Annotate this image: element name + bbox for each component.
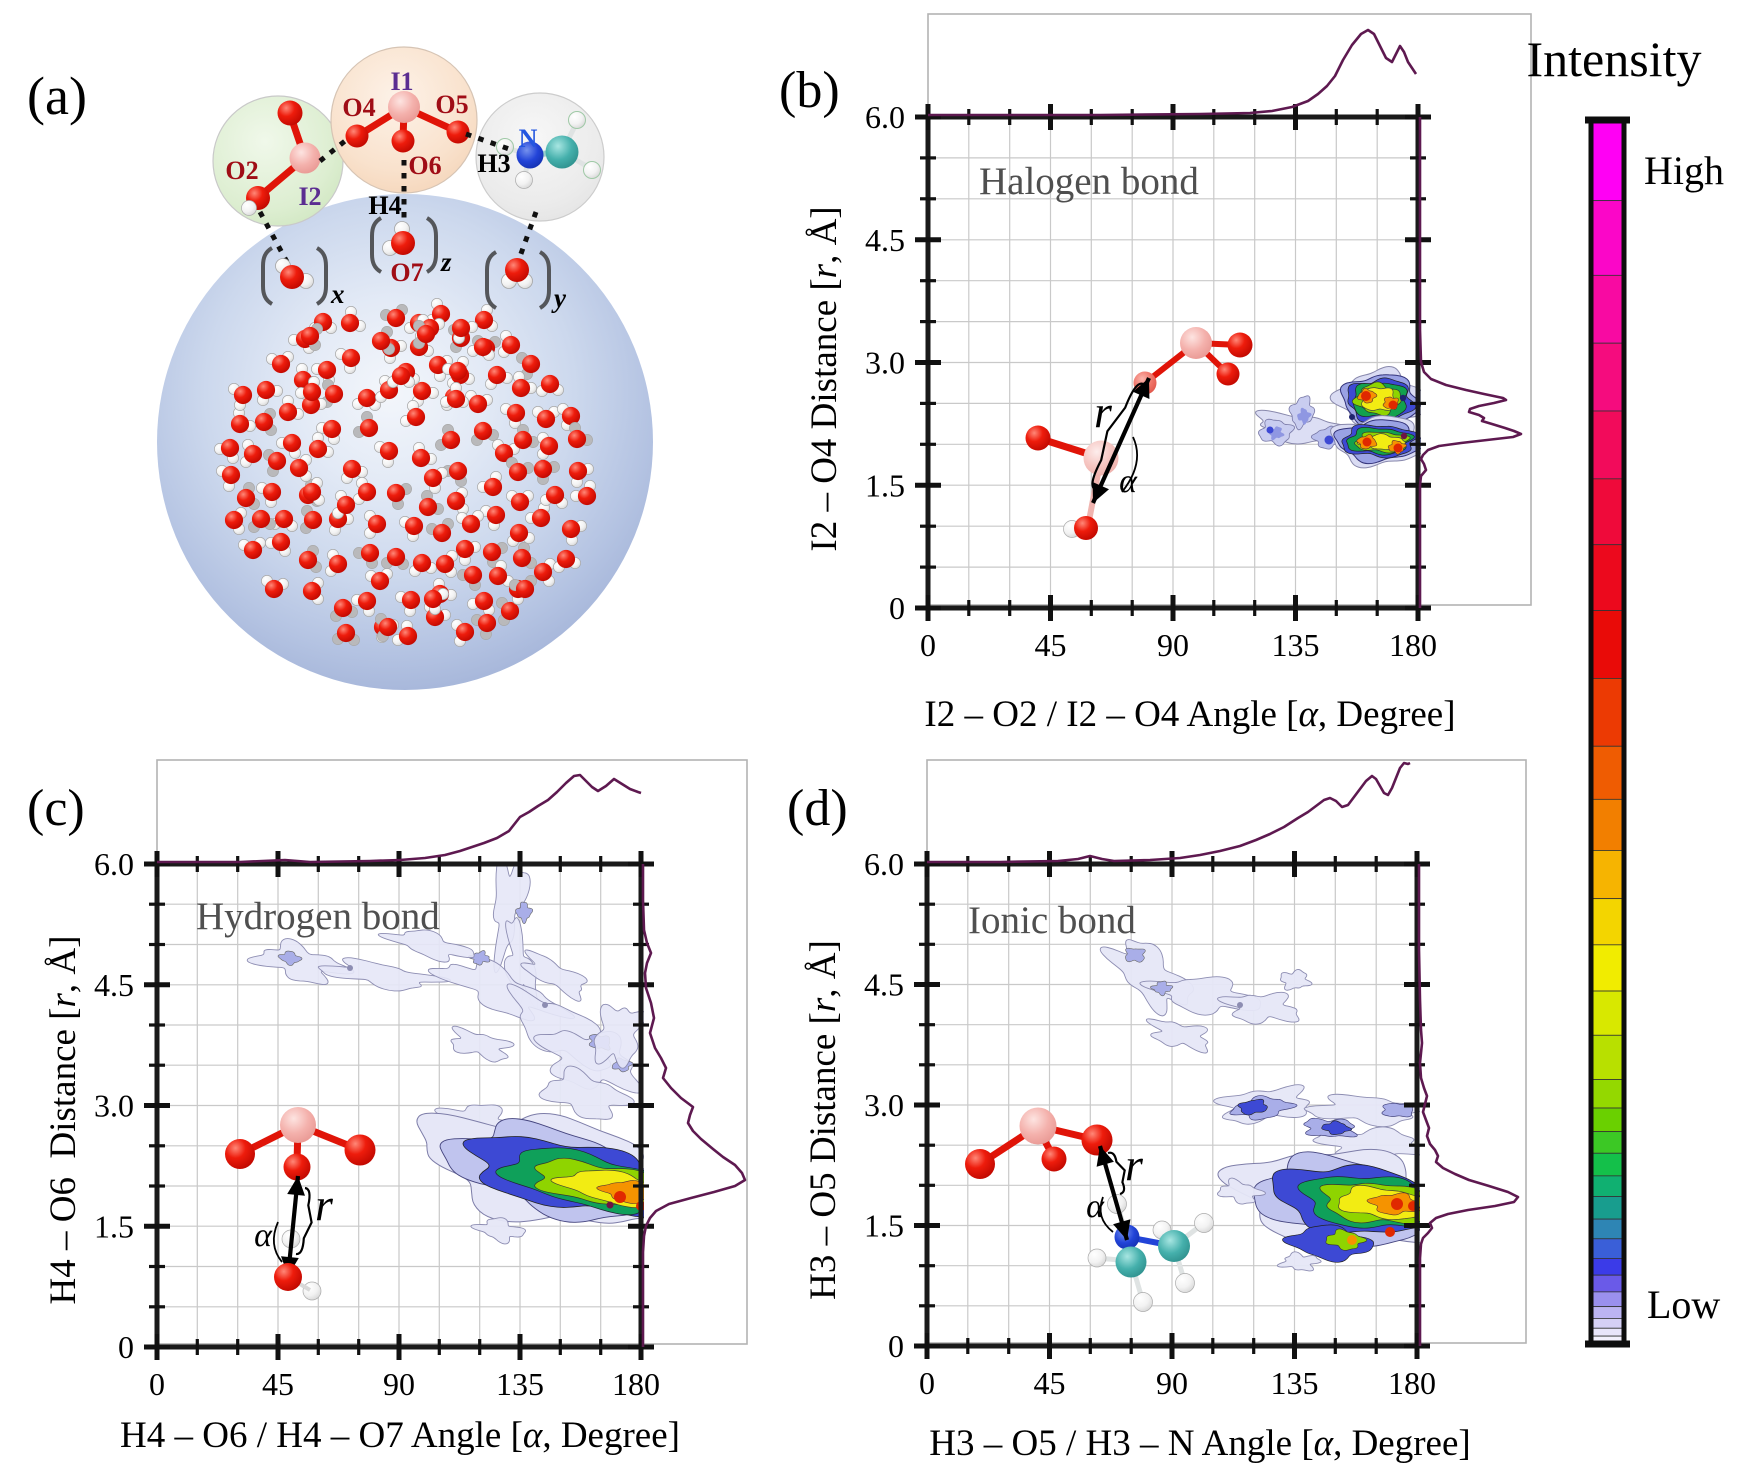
svg-text:α: α [254, 1217, 273, 1254]
svg-text:135: 135 [1272, 627, 1320, 663]
svg-text:N: N [519, 124, 538, 153]
svg-text:Intensity: Intensity [1527, 31, 1702, 87]
svg-text:90: 90 [383, 1366, 415, 1402]
svg-text:180: 180 [1388, 1365, 1436, 1401]
svg-text:O4: O4 [342, 93, 375, 122]
svg-text:x: x [330, 279, 345, 309]
svg-text:0: 0 [118, 1329, 134, 1365]
svg-text:1.5: 1.5 [94, 1208, 134, 1244]
svg-text:45: 45 [1035, 627, 1067, 663]
svg-text:α: α [1086, 1188, 1105, 1225]
svg-text:High: High [1644, 148, 1724, 193]
svg-text:4.5: 4.5 [865, 222, 905, 258]
svg-text:O2: O2 [225, 156, 258, 185]
svg-text:0: 0 [889, 590, 905, 626]
svg-text:O7: O7 [390, 258, 423, 287]
svg-text:O6: O6 [408, 151, 441, 180]
svg-text:Hydrogen bond: Hydrogen bond [196, 895, 440, 938]
svg-text:3.0: 3.0 [94, 1088, 134, 1124]
svg-text:3.0: 3.0 [864, 1087, 904, 1123]
svg-text:135: 135 [496, 1366, 544, 1402]
svg-text:(d): (d) [787, 780, 848, 837]
svg-text:α: α [1119, 463, 1138, 500]
svg-text:I1: I1 [390, 67, 413, 96]
svg-text:r: r [315, 1179, 334, 1230]
svg-text:0: 0 [920, 627, 936, 663]
svg-text:I2 – O2 / I2 – O4 Angle [α, De: I2 – O2 / I2 – O4 Angle [α, Degree] [924, 694, 1455, 735]
svg-text:y: y [551, 283, 567, 313]
svg-text:45: 45 [1034, 1365, 1066, 1401]
svg-text:90: 90 [1157, 627, 1189, 663]
svg-text:0: 0 [919, 1365, 935, 1401]
svg-text:r: r [1094, 386, 1113, 437]
svg-text:(a): (a) [27, 66, 87, 126]
svg-text:I2: I2 [298, 182, 321, 211]
svg-text:H3 – O5 / H3 – N Angle [α, Deg: H3 – O5 / H3 – N Angle [α, Degree] [929, 1423, 1470, 1464]
svg-text:O5: O5 [435, 90, 468, 119]
svg-text:4.5: 4.5 [864, 967, 904, 1003]
svg-text:Halogen bond: Halogen bond [979, 160, 1199, 203]
svg-text:Ionic bond: Ionic bond [968, 899, 1136, 942]
svg-text:(c): (c) [27, 780, 85, 837]
svg-text:H4 – O6 / H4 – O7 Angle [α, De: H4 – O6 / H4 – O7 Angle [α, Degree] [120, 1415, 680, 1456]
svg-text:1.5: 1.5 [865, 467, 905, 503]
svg-text:H3 – O5 Distance [r, Å]: H3 – O5 Distance [r, Å] [803, 940, 844, 1300]
svg-text:r: r [1125, 1139, 1144, 1190]
svg-text:I2 – O4 Distance [r, Å]: I2 – O4 Distance [r, Å] [804, 206, 845, 551]
svg-text:Low: Low [1647, 1282, 1720, 1327]
svg-text:90: 90 [1156, 1365, 1188, 1401]
svg-text:(b): (b) [779, 62, 840, 119]
svg-text:180: 180 [612, 1366, 660, 1402]
svg-text:1.5: 1.5 [864, 1208, 904, 1244]
svg-text:6.0: 6.0 [865, 99, 905, 135]
svg-text:6.0: 6.0 [94, 846, 134, 882]
svg-text:z: z [440, 247, 452, 277]
svg-text:H4 – O6 Distance [r, Å]: H4 – O6 Distance [r, Å] [43, 936, 84, 1305]
svg-text:45: 45 [262, 1366, 294, 1402]
svg-text:180: 180 [1389, 627, 1437, 663]
svg-text:H4: H4 [368, 191, 401, 220]
svg-text:0: 0 [888, 1328, 904, 1364]
svg-text:3.0: 3.0 [865, 345, 905, 381]
svg-text:135: 135 [1271, 1365, 1319, 1401]
svg-text:H3: H3 [477, 149, 510, 178]
svg-text:6.0: 6.0 [864, 846, 904, 882]
svg-text:0: 0 [149, 1366, 165, 1402]
svg-text:4.5: 4.5 [94, 967, 134, 1003]
